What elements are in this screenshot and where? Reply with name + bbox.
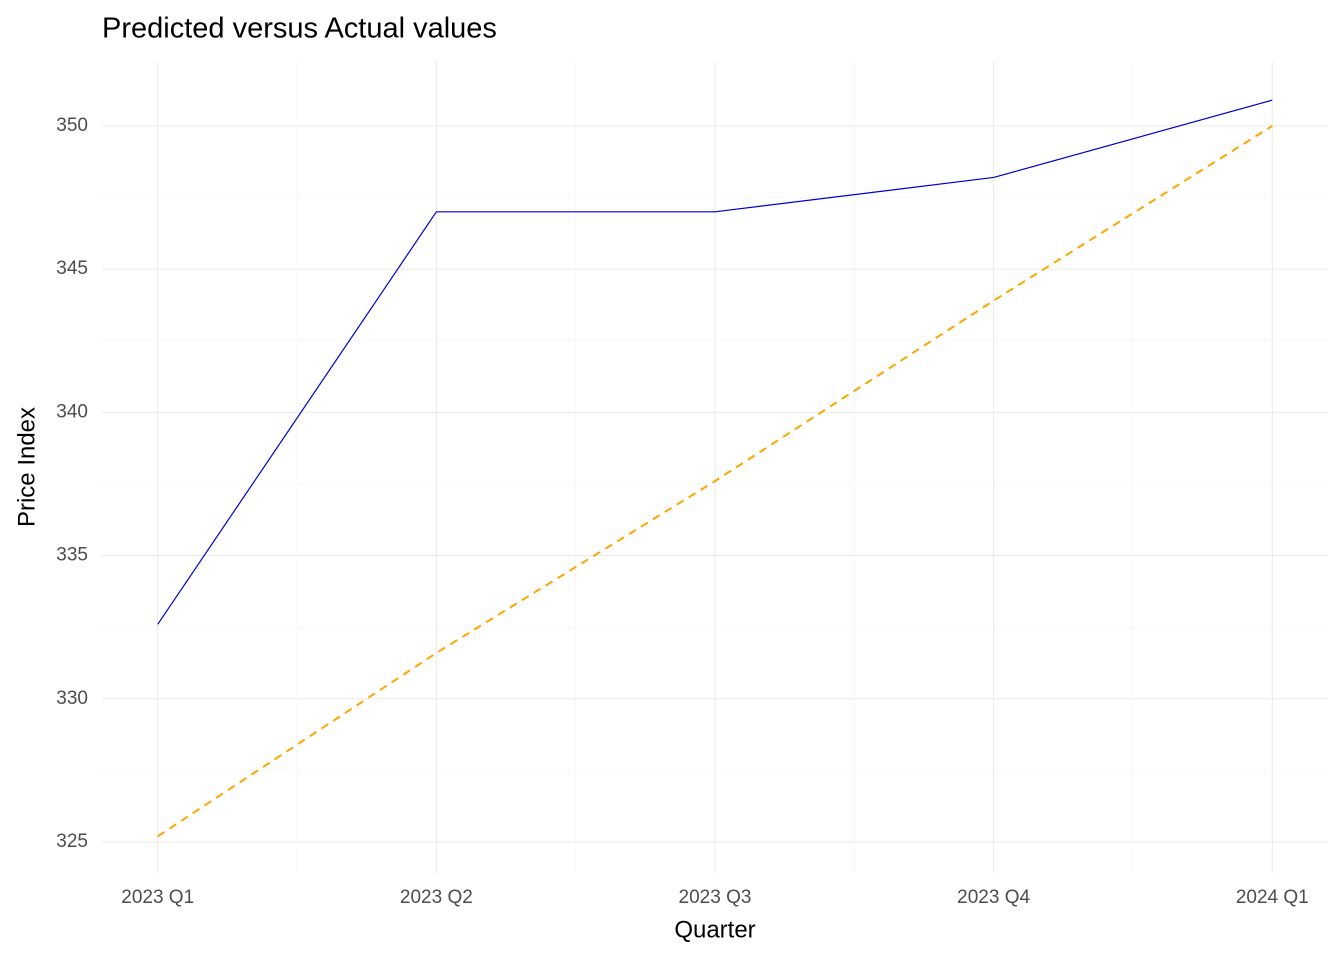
chart-title: Predicted versus Actual values — [102, 13, 497, 45]
x-tick-label: 2024 Q1 — [1236, 887, 1309, 908]
data-line — [157, 99, 1273, 625]
y-tick-label: 340 — [56, 401, 88, 422]
x-axis-title: Quarter — [674, 916, 755, 943]
x-tick-label: 2023 Q2 — [400, 887, 473, 908]
y-tick-label: 350 — [56, 115, 88, 136]
x-tick-label: 2023 Q3 — [679, 887, 752, 908]
data-line — [157, 125, 1273, 838]
y-axis-title: Price Index — [13, 407, 40, 527]
y-tick-label: 325 — [56, 831, 88, 852]
x-tick-label: 2023 Q4 — [957, 887, 1030, 908]
y-tick-label: 335 — [56, 545, 88, 566]
y-tick-label: 330 — [56, 688, 88, 709]
y-tick-label: 345 — [56, 258, 88, 279]
x-tick-label: 2023 Q1 — [121, 887, 194, 908]
